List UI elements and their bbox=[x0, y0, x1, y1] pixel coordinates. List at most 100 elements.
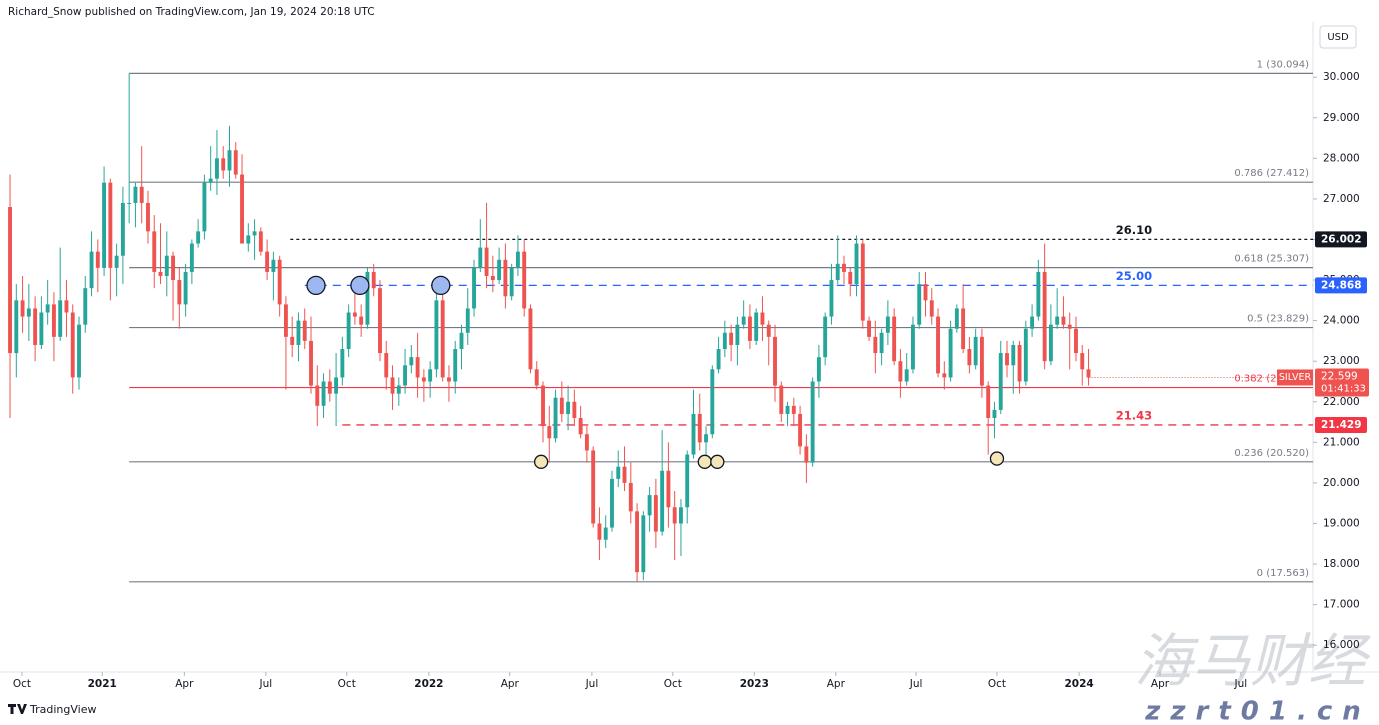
candle bbox=[942, 361, 947, 390]
candle-body bbox=[647, 495, 652, 516]
candle bbox=[923, 271, 928, 317]
x-tick-label: 2023 bbox=[740, 678, 769, 690]
symbol-tag bbox=[1277, 369, 1313, 386]
candle-body bbox=[240, 174, 244, 244]
price-tag-label: 24.868 bbox=[1321, 279, 1362, 291]
candle-body bbox=[979, 336, 984, 386]
candle-body bbox=[816, 357, 821, 382]
candle-body bbox=[628, 482, 633, 512]
candle-body bbox=[541, 385, 545, 427]
candle-body bbox=[202, 182, 207, 232]
candle-body bbox=[396, 385, 401, 394]
price-tag bbox=[1315, 277, 1367, 294]
candle-body bbox=[447, 377, 451, 382]
candle-body bbox=[183, 271, 188, 305]
candle-body bbox=[929, 300, 934, 317]
candle-body bbox=[83, 288, 88, 325]
candle bbox=[428, 361, 433, 398]
candle-body bbox=[346, 312, 351, 350]
candle bbox=[183, 263, 188, 317]
candle-body bbox=[77, 324, 81, 378]
candle bbox=[1074, 316, 1078, 362]
candle-body bbox=[95, 251, 100, 268]
candle bbox=[64, 280, 69, 337]
marker bbox=[306, 275, 326, 296]
candle-body bbox=[835, 263, 840, 281]
candle-body bbox=[453, 349, 458, 382]
marker bbox=[989, 451, 1005, 466]
candle bbox=[936, 308, 940, 378]
candle-body bbox=[986, 385, 991, 419]
candle bbox=[534, 361, 539, 390]
candle-body bbox=[766, 324, 771, 337]
candle bbox=[685, 450, 690, 524]
candle-body bbox=[584, 434, 589, 451]
candle-body bbox=[948, 328, 953, 378]
symbol-tag-label: SILVER bbox=[1279, 372, 1312, 383]
candle-body bbox=[597, 523, 602, 540]
candle bbox=[158, 223, 163, 285]
candle bbox=[196, 219, 201, 248]
candle-body bbox=[58, 300, 63, 337]
currency-box[interactable] bbox=[1319, 25, 1357, 49]
candle-body bbox=[208, 178, 213, 183]
candle-body bbox=[867, 320, 872, 337]
candle bbox=[465, 288, 470, 345]
plot bbox=[8, 72, 1313, 583]
candle bbox=[290, 316, 295, 358]
candle bbox=[33, 296, 38, 362]
candle bbox=[14, 284, 19, 378]
candle-body bbox=[547, 426, 552, 439]
x-tick-label: Oct bbox=[664, 678, 682, 690]
level-label: 26.10 bbox=[1116, 223, 1152, 237]
candle bbox=[954, 304, 959, 333]
candle bbox=[591, 446, 596, 528]
marker bbox=[431, 275, 451, 296]
candle bbox=[660, 430, 665, 536]
candle bbox=[208, 146, 213, 191]
candle bbox=[334, 353, 339, 427]
candle bbox=[1005, 340, 1009, 378]
candle-body bbox=[371, 271, 376, 289]
candle bbox=[1023, 320, 1028, 386]
candle-body bbox=[685, 454, 690, 508]
candle-body bbox=[133, 186, 138, 203]
candle-body bbox=[591, 450, 596, 524]
last-price-tag bbox=[1315, 368, 1369, 397]
candle-body bbox=[309, 340, 313, 386]
candle bbox=[1011, 340, 1016, 394]
fib-label: 1 (30.094) bbox=[1257, 59, 1309, 70]
candle-body bbox=[660, 470, 665, 532]
candle-body bbox=[409, 357, 414, 366]
candle bbox=[679, 499, 683, 556]
x-tick-label: Jul bbox=[259, 678, 273, 690]
brand: TradingView bbox=[8, 703, 96, 716]
candle-body bbox=[302, 320, 307, 341]
candle bbox=[704, 426, 708, 459]
candle bbox=[798, 405, 803, 455]
candle bbox=[120, 186, 125, 285]
candle-body bbox=[716, 349, 721, 370]
candle-body bbox=[622, 466, 627, 483]
x-tick-label: Oct bbox=[988, 678, 1006, 690]
candle bbox=[371, 263, 376, 297]
price-tag-label: 21.429 bbox=[1321, 419, 1362, 431]
candle bbox=[202, 174, 207, 240]
candle bbox=[139, 146, 144, 224]
candle bbox=[152, 215, 157, 289]
candle bbox=[497, 247, 502, 285]
candle bbox=[252, 219, 257, 260]
candle-body bbox=[352, 312, 357, 317]
candle-body bbox=[904, 369, 909, 382]
candle-body bbox=[246, 235, 251, 244]
candle-body bbox=[45, 304, 50, 313]
candle-body bbox=[961, 308, 966, 350]
candle-body bbox=[992, 409, 997, 419]
candle bbox=[986, 381, 991, 455]
candle-body bbox=[227, 150, 232, 171]
brand-name: TradingView bbox=[29, 703, 96, 716]
candle bbox=[842, 255, 846, 285]
candle-body bbox=[152, 231, 157, 272]
candle bbox=[45, 280, 50, 325]
candle bbox=[296, 312, 301, 362]
